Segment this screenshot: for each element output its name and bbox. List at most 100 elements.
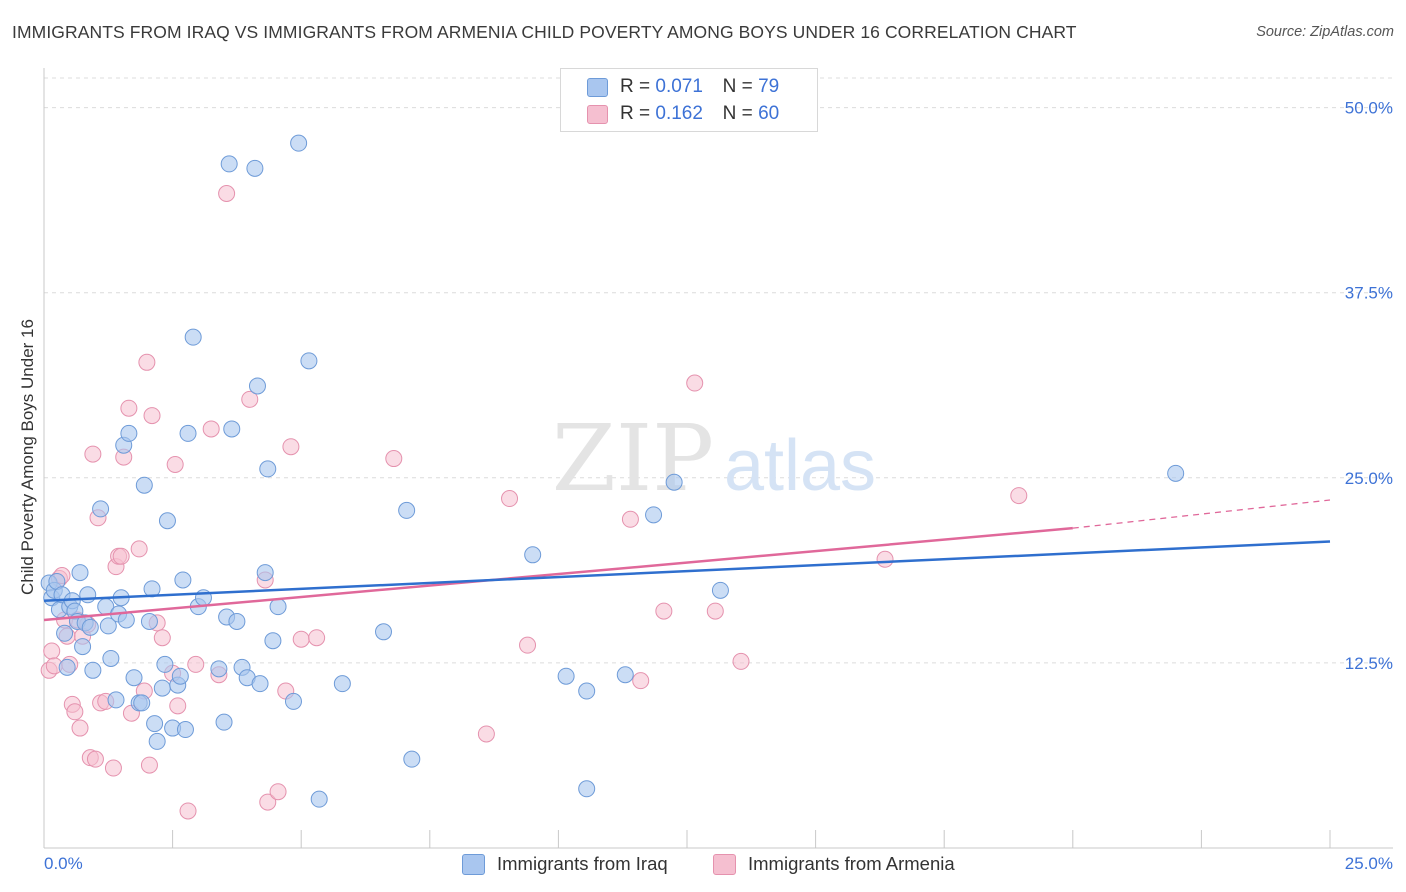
armenia-point — [282, 438, 300, 456]
armenia-point — [385, 450, 403, 468]
iraq-swatch — [587, 77, 608, 97]
armenia-point — [1010, 487, 1028, 505]
armenia-legend-label: Immigrants from Armenia — [748, 853, 955, 874]
bottom-legend-iraq: Immigrants from Iraq — [462, 852, 668, 876]
armenia-point — [308, 629, 326, 647]
armenia-point — [179, 802, 197, 820]
watermark-zip: ZIP — [552, 405, 714, 512]
iraq-point — [711, 581, 729, 599]
iraq-point — [557, 667, 575, 685]
x-tick-label-max: 25.0% — [1345, 854, 1393, 873]
iraq-point — [107, 691, 125, 709]
iraq-point — [310, 790, 328, 808]
source-note: Source: ZipAtlas.com — [1256, 24, 1394, 40]
iraq-point — [146, 715, 164, 733]
armenia-point — [130, 540, 148, 558]
armenia-r-value: 0.162 — [655, 103, 703, 124]
iraq-point — [223, 420, 241, 438]
iraq-trend-line — [43, 540, 1331, 602]
y-tick-labels: 12.5% 25.0% 37.5% 50.0% — [1345, 99, 1393, 673]
armenia-point — [43, 642, 61, 660]
iraq-point — [220, 155, 238, 173]
y-tick-label: 37.5% — [1345, 284, 1393, 303]
iraq-point — [179, 424, 197, 442]
armenia-point — [655, 602, 673, 620]
iraq-point — [215, 713, 233, 731]
armenia-point — [112, 547, 130, 565]
iraq-point — [99, 617, 117, 635]
armenia-point — [876, 550, 894, 568]
iraq-point — [228, 612, 246, 630]
armenia-n-value: 60 — [758, 103, 780, 124]
iraq-point — [264, 632, 282, 650]
armenia-point — [153, 629, 171, 647]
iraq-point — [375, 623, 393, 641]
armenia-point — [84, 445, 102, 463]
watermark-atlas: atlas — [724, 426, 876, 506]
armenia-point — [86, 750, 104, 768]
iraq-point — [665, 473, 683, 491]
legend-r-label: R = — [620, 103, 651, 124]
iraq-point — [248, 377, 266, 395]
armenia-point — [218, 185, 236, 202]
iraq-point — [269, 598, 287, 616]
iraq-point — [290, 134, 308, 152]
iraq-n-value: 79 — [758, 76, 780, 97]
armenia-point — [120, 399, 138, 417]
stats-legend: R = 0.071 N = 79 R = 0.162 N = 60 — [560, 68, 818, 132]
iraq-point — [148, 732, 166, 750]
armenia-point — [269, 783, 287, 801]
chart-title: IMMIGRANTS FROM IRAQ VS IMMIGRANTS FROM … — [12, 22, 1077, 42]
legend-r-label: R = — [620, 76, 651, 97]
armenia-point — [187, 655, 205, 673]
iraq-point — [645, 506, 663, 524]
armenia-point — [169, 697, 187, 715]
armenia-point — [292, 630, 310, 648]
iraq-point — [1167, 464, 1185, 482]
iraq-point — [102, 649, 120, 667]
legend-row-iraq: R = 0.071 N = 79 — [587, 75, 779, 99]
iraq-point — [79, 586, 97, 604]
armenia-point — [104, 759, 122, 777]
armenia-point — [66, 703, 84, 721]
iraq-point — [92, 500, 110, 518]
y-tick-label: 50.0% — [1345, 99, 1393, 118]
y-tick-label: 12.5% — [1345, 654, 1393, 673]
iraq-point — [133, 694, 151, 712]
armenia-point — [71, 719, 89, 737]
iraq-point — [120, 424, 138, 442]
armenia-point — [259, 793, 277, 811]
iraq-point — [333, 675, 351, 693]
axes — [43, 68, 1393, 849]
armenia-point — [138, 353, 156, 371]
iraq-point — [174, 571, 192, 589]
iraq-point — [156, 655, 174, 673]
iraq-point — [171, 667, 189, 685]
iraq-point — [616, 666, 634, 684]
iraq-point — [300, 352, 318, 370]
iraq-point — [158, 512, 176, 530]
iraq-point — [74, 638, 92, 656]
x-tick-label-min: 0.0% — [44, 854, 83, 873]
iraq-point — [259, 460, 277, 478]
iraq-point — [84, 661, 102, 679]
iraq-point — [153, 679, 171, 697]
iraq-point — [71, 564, 89, 582]
iraq-point — [176, 721, 194, 739]
bottom-legend-armenia: Immigrants from Armenia — [713, 852, 955, 876]
iraq-point — [246, 159, 264, 177]
armenia-point — [140, 756, 158, 774]
iraq-point — [578, 682, 596, 700]
legend-n-label: N = — [722, 103, 753, 124]
armenia-point — [166, 455, 184, 473]
legend-n-label: N = — [722, 76, 753, 97]
iraq-point — [125, 669, 143, 687]
legend-row-armenia: R = 0.162 N = 60 — [587, 102, 779, 126]
grid-lines — [44, 77, 1393, 664]
iraq-legend-swatch — [462, 853, 485, 875]
iraq-legend-label: Immigrants from Iraq — [497, 853, 668, 874]
armenia-point — [241, 390, 259, 408]
trend-lines — [43, 499, 1331, 622]
iraq-point — [58, 658, 76, 676]
